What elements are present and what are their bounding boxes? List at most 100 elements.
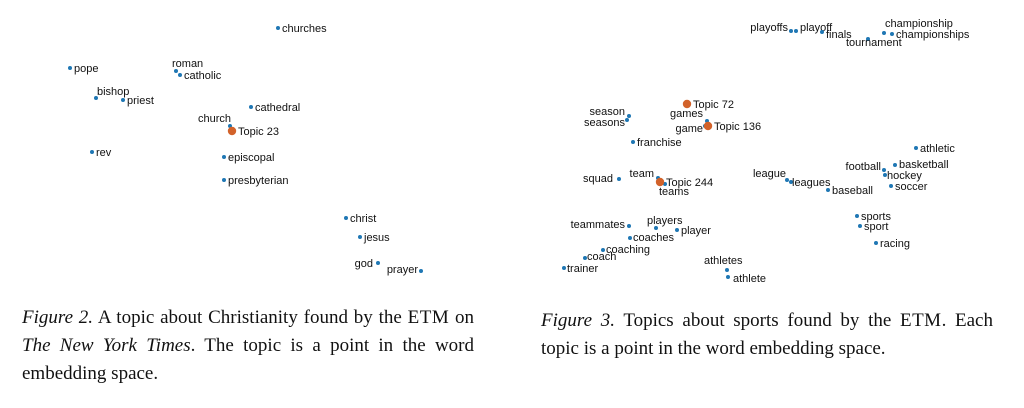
word-label-game: game	[675, 123, 703, 135]
word-point-churches	[276, 26, 280, 30]
word-label-jesus: jesus	[363, 232, 390, 244]
sports-topics-scatter: playoffs playofffinalstournamentchampions…	[562, 18, 970, 285]
word-point-athletic	[914, 146, 918, 150]
word-point-league	[785, 178, 789, 182]
word-label-rev: rev	[96, 147, 112, 159]
figure-2-corpus: The New York Times	[22, 335, 191, 356]
word-label-league: league	[753, 168, 786, 180]
word-label-bishop: bishop	[97, 86, 129, 98]
word-point-presbyterian	[222, 178, 226, 182]
word-label-player: player	[681, 225, 711, 237]
word-point-episcopal	[222, 155, 226, 159]
word-point-god	[376, 261, 380, 265]
word-point-racing	[874, 241, 878, 245]
topic-point-topic-244	[655, 177, 665, 187]
word-label-god: god	[355, 258, 373, 270]
word-point-sport	[858, 224, 862, 228]
word-label-seasons: seasons	[584, 117, 625, 129]
word-point-leagues	[789, 180, 793, 184]
word-label-cathedral: cathedral	[255, 102, 300, 114]
word-label-catholic: catholic	[184, 70, 222, 82]
word-point-coaching	[601, 248, 605, 252]
word-label-tournament: tournament	[846, 37, 902, 49]
word-label-episcopal: episcopal	[228, 152, 274, 164]
word-label-championships: championships	[896, 29, 970, 41]
word-label-church: church	[198, 113, 231, 125]
word-label-racing: racing	[880, 238, 910, 250]
topic-label-topic-136: Topic 136	[714, 121, 761, 133]
figure-3-caption: Figure 3. Topics about sports found by t…	[541, 307, 993, 363]
word-label-soccer: soccer	[895, 181, 928, 193]
word-point-player	[675, 228, 679, 232]
figure-2-label: Figure 2.	[22, 307, 94, 328]
word-label-churches: churches	[282, 23, 327, 35]
figure-2-caption-text: A topic about Christianity found by the	[97, 307, 402, 328]
word-point-prayer	[419, 269, 423, 273]
word-label-championship: championship	[885, 18, 953, 30]
word-point-athletes	[725, 268, 729, 272]
word-label-coaches: coaches	[633, 232, 674, 244]
word-point-athlete	[726, 275, 730, 279]
word-label-hockey: hockey	[887, 170, 922, 182]
figure-2-caption: Figure 2. A topic about Christianity fou…	[22, 304, 474, 388]
word-label-playoffs: playoffs	[750, 22, 788, 34]
word-label-basketball: basketball	[899, 159, 949, 171]
word-point-playoffs	[789, 29, 793, 33]
word-point-trainer	[562, 266, 566, 270]
word-point-seasons	[625, 118, 629, 122]
figure-3-label: Figure 3.	[541, 310, 615, 331]
word-label-prayer: prayer	[387, 264, 419, 276]
word-point-christ	[344, 216, 348, 220]
word-label-roman: roman	[172, 58, 203, 70]
word-label-priest: priest	[127, 95, 154, 107]
word-point-priest	[121, 98, 125, 102]
topic-point-topic-136	[703, 121, 713, 131]
word-point-championships	[890, 32, 894, 36]
word-label-presbyterian: presbyterian	[228, 175, 289, 187]
word-point-pope	[68, 66, 72, 70]
word-point-tournament	[866, 37, 870, 41]
topic-point-topic-72	[682, 99, 692, 109]
word-label-sports: sports	[861, 211, 891, 223]
word-label-pope: pope	[74, 63, 98, 75]
word-label-sport: sport	[864, 221, 888, 233]
word-point-coach	[583, 256, 587, 260]
word-label-athletes: athletes	[704, 255, 743, 267]
word-label-athletic: athletic	[920, 143, 955, 155]
word-point-hockey	[883, 173, 887, 177]
word-point-franchise	[631, 140, 635, 144]
topic-label-topic-23: Topic 23	[238, 126, 279, 138]
word-label-leagues: leagues	[792, 177, 831, 189]
word-point-teammates	[627, 224, 631, 228]
word-label-teammates: teammates	[571, 219, 626, 231]
word-label-finals: finals	[826, 29, 852, 41]
word-label-coaching: coaching	[606, 244, 650, 256]
figure-2-caption-tail: . The topic is a point in the word embed…	[22, 335, 475, 384]
word-point-playoff	[794, 29, 798, 33]
word-label-football: football	[846, 161, 881, 173]
word-point-season	[627, 114, 631, 118]
word-point-rev	[90, 150, 94, 154]
word-point-baseball	[826, 188, 830, 192]
figure-3-caption-tail: . Each topic is a point in the word embe…	[541, 310, 993, 359]
word-point-players	[654, 226, 658, 230]
word-point-jesus	[358, 235, 362, 239]
figure-2-on: on	[455, 307, 475, 328]
word-point-championship	[882, 31, 886, 35]
topic-label-topic-72: Topic 72	[693, 99, 734, 111]
word-label-squad: squad	[583, 173, 613, 185]
word-label-season: season	[590, 106, 625, 118]
word-point-sports	[855, 214, 859, 218]
topic-label-topic-244: Topic 244	[666, 177, 713, 189]
word-point-cathedral	[249, 105, 253, 109]
word-point-coaches	[628, 236, 632, 240]
word-label-players: players	[647, 215, 683, 227]
word-label-trainer: trainer	[567, 263, 599, 275]
word-point-squad	[617, 177, 621, 181]
word-label-baseball: baseball	[832, 185, 873, 197]
word-point-finals	[820, 30, 824, 34]
word-label-teams: teams	[659, 186, 689, 198]
word-point-roman	[174, 69, 178, 73]
